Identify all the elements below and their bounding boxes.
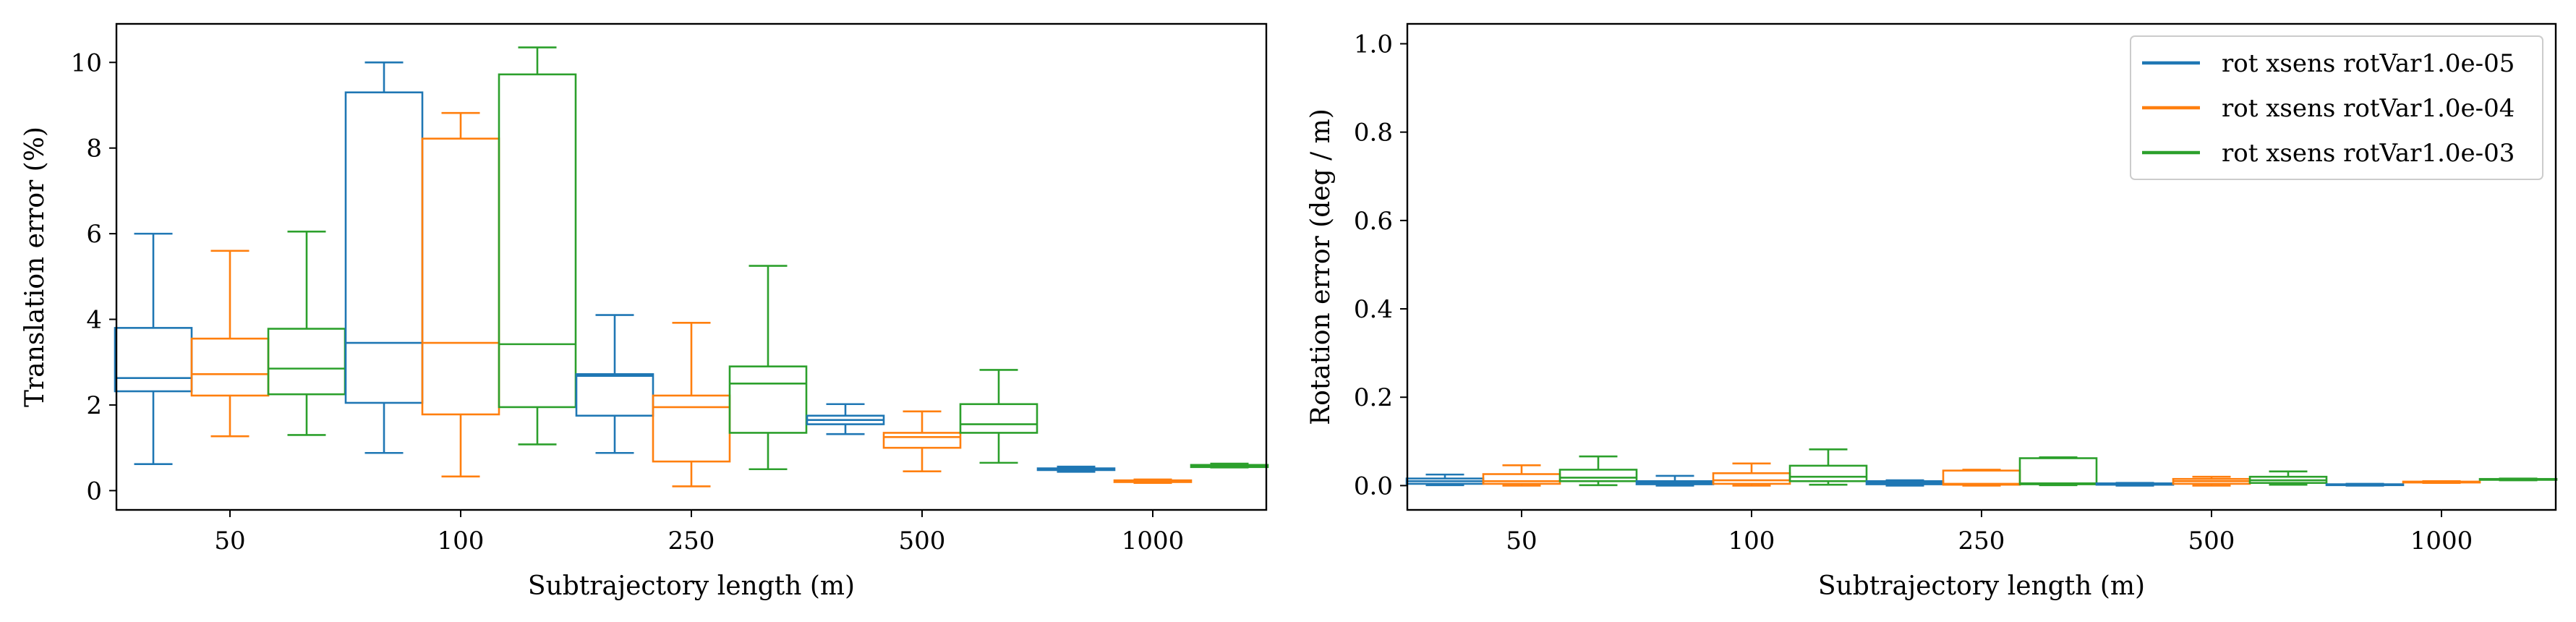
rotation-x-ticks: 50 100 250 500 1000: [1506, 510, 2473, 555]
rotation-y-axis-label: Rotation error (deg / m): [1306, 108, 1336, 425]
box-rot-xsens-rotvar1-0e-03-1000: [2478, 477, 2558, 482]
legend: rot xsens rotVar1.0e-05 rot xsens rotVar…: [2130, 35, 2543, 180]
box-body: [882, 432, 962, 449]
box-body: [959, 403, 1038, 434]
y-tick-label: 0.0: [1354, 472, 1393, 500]
box-body: [498, 73, 577, 409]
x-tick-label: 1000: [1122, 527, 1185, 555]
box-rot-xsens-rotvar1-0e-03-250: [728, 265, 808, 471]
translation-plot-frame: [115, 22, 1268, 511]
rotation-error-chart: 0.0 0.2 0.4 0.6 0.8 1.0 50 100 250 500 1000 Subtr…: [1306, 22, 2558, 601]
legend-label-series-3: rot xsens rotVar1.0e-03: [2222, 139, 2515, 168]
x-tick-label: 100: [1728, 527, 1775, 555]
box-rot-xsens-rotvar1-0e-05-1000: [2325, 482, 2405, 487]
y-tick-label: 2: [86, 391, 102, 420]
box-rot-xsens-rotvar1-0e-05-500: [806, 403, 885, 435]
box-rot-xsens-rotvar1-0e-05-1000: [1036, 465, 1116, 473]
y-tick-label: 0.2: [1354, 383, 1393, 412]
box-rot-xsens-rotvar1-0e-03-500: [2248, 470, 2328, 486]
x-tick-label: 1000: [2410, 527, 2473, 555]
x-tick-label: 250: [668, 527, 715, 555]
translation-x-ticks: 50 100 250 500 1000: [214, 510, 1184, 555]
y-tick-label: 6: [86, 220, 102, 249]
box-rot-xsens-rotvar1-0e-04-500: [2172, 475, 2251, 487]
y-tick-label: 1.0: [1354, 30, 1393, 59]
box-rot-xsens-rotvar1-0e-04-1000: [2402, 480, 2481, 485]
box-rot-xsens-rotvar1-0e-03-100: [1788, 448, 1868, 486]
box-rot-xsens-rotvar1-0e-04-500: [882, 410, 962, 473]
legend-label-series-1: rot xsens rotVar1.0e-05: [2222, 49, 2515, 78]
box-rot-xsens-rotvar1-0e-05-50: [114, 232, 193, 465]
rotation-y-ticks: 0.0 0.2 0.4 0.6 0.8 1.0: [1354, 30, 1407, 500]
y-tick-label: 0: [86, 477, 102, 506]
translation-error-chart: 0 2 4 6 8 10 50 100 250 500 1000 Subtrajectory le…: [20, 22, 1269, 601]
y-tick-label: 10: [71, 48, 102, 77]
box-rot-xsens-rotvar1-0e-03-50: [1558, 455, 1638, 487]
box-rot-xsens-rotvar1-0e-03-1000: [1190, 462, 1269, 469]
legend-label-series-2: rot xsens rotVar1.0e-04: [2222, 94, 2515, 123]
box-rot-xsens-rotvar1-0e-03-100: [498, 46, 577, 446]
y-tick-label: 0.8: [1354, 119, 1393, 148]
y-tick-label: 4: [86, 306, 102, 335]
translation-x-axis-label: Subtrajectory length (m): [528, 571, 855, 601]
x-tick-label: 100: [438, 527, 485, 555]
legend-box: [2130, 35, 2543, 180]
rotation-plot-frame: [1406, 22, 2557, 511]
box-body: [1558, 469, 1638, 482]
box-rot-xsens-rotvar1-0e-04-100: [1712, 462, 1791, 487]
box-rot-xsens-rotvar1-0e-03-500: [959, 369, 1038, 464]
x-tick-label: 250: [1958, 527, 2005, 555]
x-tick-label: 500: [899, 527, 946, 555]
x-tick-label: 500: [2188, 527, 2235, 555]
translation-y-axis-label: Translation error (%): [20, 127, 50, 407]
x-tick-label: 50: [1506, 527, 1537, 555]
rotation-boxes: [1405, 448, 2558, 487]
y-tick-label: 0.6: [1354, 207, 1393, 236]
box-rot-xsens-rotvar1-0e-05-500: [2095, 482, 2175, 487]
y-tick-label: 8: [86, 135, 102, 163]
translation-boxes: [114, 46, 1269, 487]
box-rot-xsens-rotvar1-0e-05-100: [1635, 474, 1715, 487]
box-body: [728, 365, 808, 434]
y-tick-label: 0.4: [1354, 295, 1393, 324]
box-rot-xsens-rotvar1-0e-05-250: [1865, 479, 1945, 487]
x-tick-label: 50: [214, 527, 245, 555]
rotation-x-axis-label: Subtrajectory length (m): [1818, 571, 2145, 601]
translation-y-ticks: 0 2 4 6 8 10: [71, 48, 116, 506]
box-rot-xsens-rotvar1-0e-04-1000: [1113, 478, 1193, 484]
box-body: [1788, 464, 1868, 482]
box-rot-xsens-rotvar1-0e-03-250: [2018, 456, 2098, 487]
